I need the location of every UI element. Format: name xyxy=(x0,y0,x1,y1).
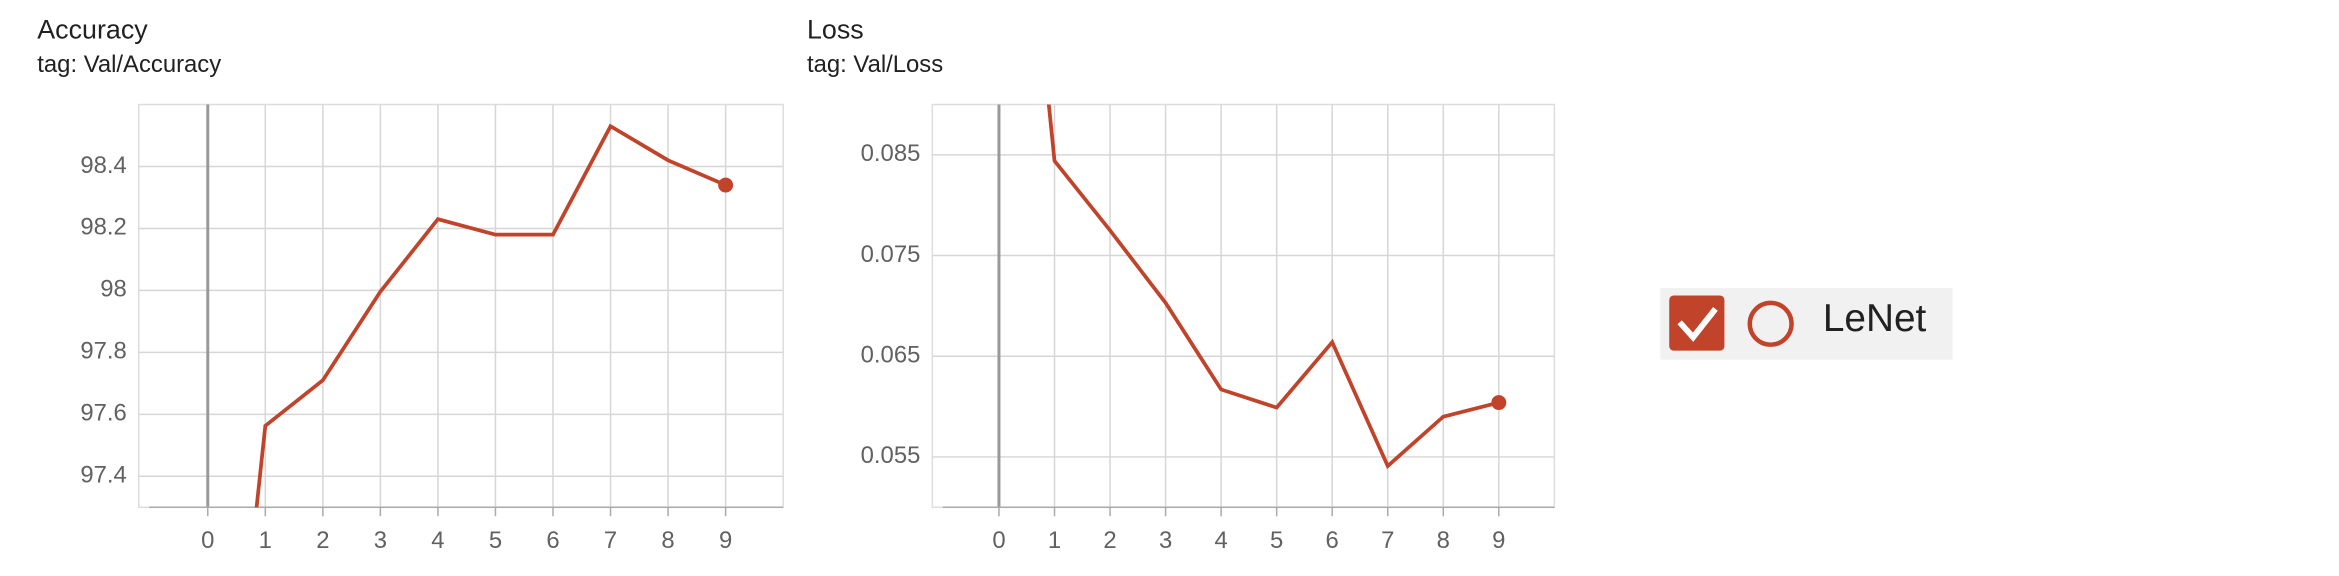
y-tick-label: 97.4 xyxy=(80,462,126,489)
legend: LeNet xyxy=(1660,288,1953,360)
x-tick-label: 4 xyxy=(431,527,444,554)
x-tick-label: 2 xyxy=(316,527,329,554)
x-tick-label: 5 xyxy=(1270,527,1283,554)
y-tick-label: 0.055 xyxy=(861,442,921,469)
run-checkbox[interactable] xyxy=(1669,295,1725,351)
plot-frame xyxy=(137,103,784,509)
check-mark xyxy=(1677,307,1718,342)
y-tick-label: 0.075 xyxy=(861,241,921,268)
x-tick-label: 9 xyxy=(1492,527,1505,554)
chart-subtitle: tag: Val/Loss xyxy=(807,51,943,78)
x-tick-label: 7 xyxy=(1381,527,1394,554)
run-name: LeNet xyxy=(1823,297,1927,340)
y-tick-label: 0.085 xyxy=(861,140,921,167)
x-tick-label: 7 xyxy=(604,527,617,554)
last-point xyxy=(1491,395,1507,411)
x-tick-label: 1 xyxy=(259,527,272,554)
x-tick-label: 0 xyxy=(201,527,214,554)
data-line xyxy=(1046,104,1500,470)
x-tick-label: 2 xyxy=(1103,527,1116,554)
x-tick-label: 5 xyxy=(489,527,502,554)
x-tick-label: 1 xyxy=(1048,527,1061,554)
x-tick-label: 3 xyxy=(374,527,387,554)
y-tick-label: 98.4 xyxy=(80,152,126,179)
y-tick-label: 0.065 xyxy=(861,342,921,369)
y-tick-label: 97.8 xyxy=(80,338,126,365)
data-line xyxy=(254,123,727,508)
last-point xyxy=(718,177,734,193)
chart-subtitle: tag: Val/Accuracy xyxy=(37,51,221,78)
y-tick-label: 98 xyxy=(100,276,127,303)
x-tick-label: 8 xyxy=(661,527,674,554)
x-tick-label: 4 xyxy=(1214,527,1227,554)
x-tick-label: 9 xyxy=(719,527,732,554)
y-tick-label: 98.2 xyxy=(80,214,126,241)
x-tick-label: 8 xyxy=(1437,527,1450,554)
x-tick-label: 0 xyxy=(992,527,1005,554)
chart-title: Loss xyxy=(807,15,864,45)
run-radio[interactable] xyxy=(1747,300,1794,347)
y-tick-label: 97.6 xyxy=(80,400,126,427)
x-tick-label: 6 xyxy=(1326,527,1339,554)
chart-title: Accuracy xyxy=(37,15,148,45)
plot-frame xyxy=(931,103,1556,509)
x-tick-label: 6 xyxy=(546,527,559,554)
x-tick-label: 3 xyxy=(1159,527,1172,554)
